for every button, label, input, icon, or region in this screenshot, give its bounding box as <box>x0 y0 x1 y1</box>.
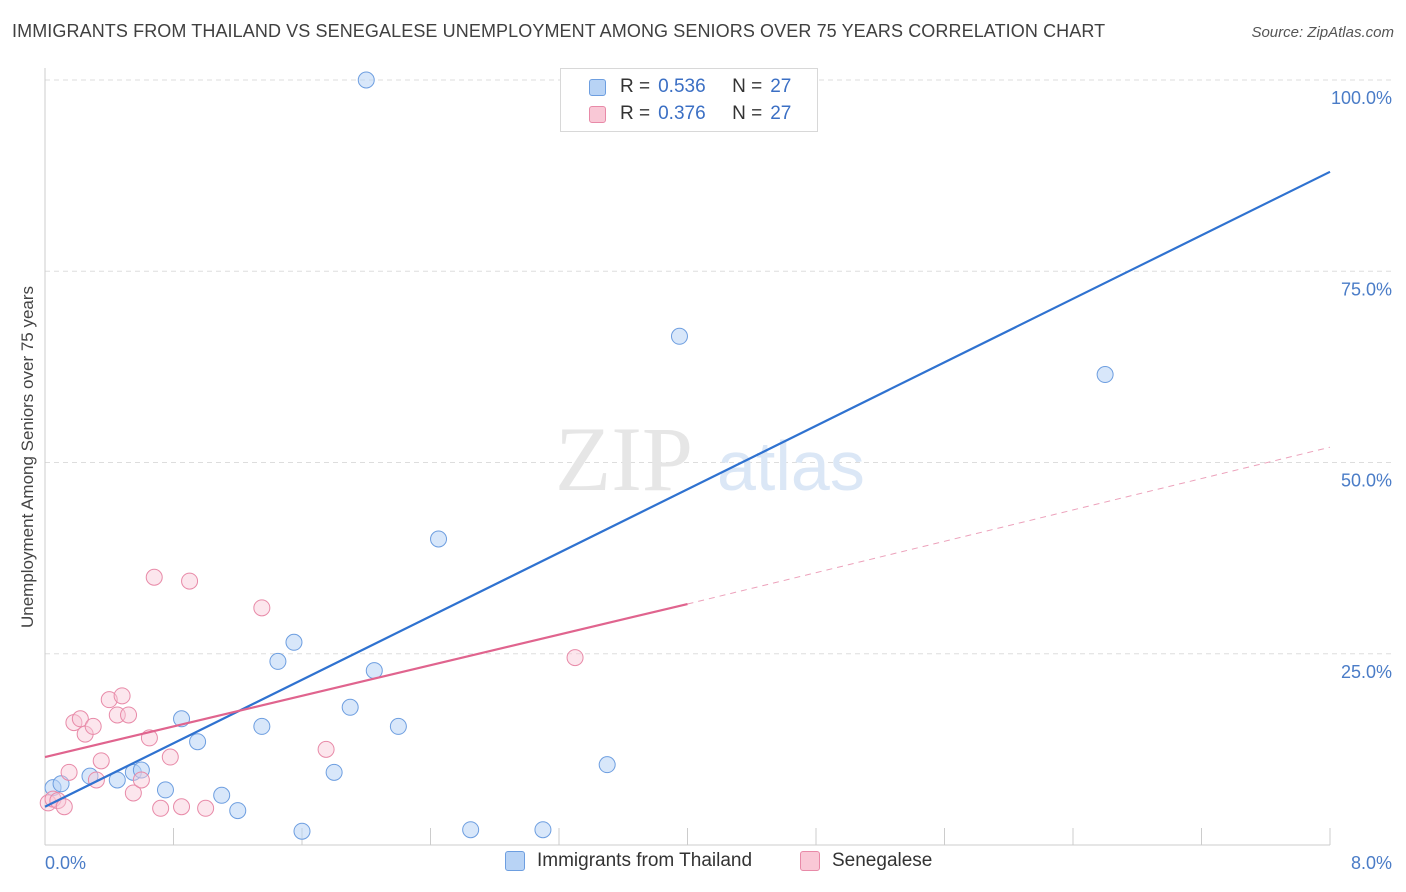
trend-line-senegalese <box>44 602 688 759</box>
point-senegalese <box>317 740 335 758</box>
legend-row-thailand: R = 0.536 N = 27 <box>561 74 791 100</box>
point-thailand <box>670 327 688 345</box>
point-thailand <box>430 530 448 548</box>
point-senegalese <box>173 798 191 816</box>
legend-item-senegalese[interactable]: Senegalese <box>800 850 932 872</box>
legend-item-thailand[interactable]: Immigrants from Thailand <box>505 850 752 872</box>
point-thailand <box>132 761 150 779</box>
point-senegalese <box>152 799 170 817</box>
watermark-atlas: atlas <box>717 427 865 505</box>
point-senegalese <box>120 706 138 724</box>
legend-n-label: N = <box>732 103 763 124</box>
legend-r-label: R = <box>620 103 651 124</box>
y-tick-label: 50.0% <box>1341 471 1392 491</box>
y-tick-labels: 25.0% 50.0% 75.0% 100.0% <box>1331 88 1392 682</box>
axes <box>44 68 1331 846</box>
chart-title: IMMIGRANTS FROM THAILAND VS SENEGALESE U… <box>12 21 1106 41</box>
point-thailand <box>341 698 359 716</box>
point-senegalese <box>181 572 199 590</box>
legend-r-value-senegalese: 0.376 <box>658 103 706 124</box>
point-senegalese <box>124 784 142 802</box>
point-thailand <box>213 786 231 804</box>
point-senegalese <box>566 649 584 667</box>
point-thailand <box>534 821 552 839</box>
legend-r-value-thailand: 0.536 <box>658 76 706 97</box>
point-thailand <box>325 763 343 781</box>
x-tick-labels: 0.0% 8.0% <box>45 853 1392 873</box>
legend-label-senegalese: Senegalese <box>832 850 933 871</box>
point-thailand <box>389 717 407 735</box>
trend-lines <box>44 170 1331 808</box>
point-senegalese <box>60 763 78 781</box>
trend-line-senegalese-extension <box>687 446 1331 605</box>
point-thailand <box>462 821 480 839</box>
point-senegalese <box>87 771 105 789</box>
x-tick-label-end: 8.0% <box>1351 853 1392 873</box>
point-thailand <box>269 652 287 670</box>
legend-label-thailand: Immigrants from Thailand <box>537 850 753 871</box>
point-senegalese <box>253 599 271 617</box>
point-senegalese <box>84 717 102 735</box>
point-thailand <box>1096 366 1114 384</box>
point-thailand <box>253 717 271 735</box>
legend-swatch-senegalese <box>589 105 606 123</box>
point-senegalese <box>145 568 163 586</box>
legend-n-value-senegalese: 27 <box>770 103 792 124</box>
point-thailand <box>598 756 616 774</box>
legend-swatch-thailand <box>589 78 606 96</box>
point-senegalese <box>55 798 73 816</box>
legend-swatch-thailand <box>505 851 525 871</box>
legend-n-label: N = <box>732 76 763 97</box>
point-senegalese <box>100 691 118 709</box>
point-thailand <box>156 781 174 799</box>
point-senegalese <box>92 752 110 770</box>
point-senegalese <box>197 799 215 817</box>
point-thailand <box>229 802 247 820</box>
legend-r-label: R = <box>620 76 651 97</box>
point-senegalese <box>161 748 179 766</box>
point-thailand <box>285 633 303 651</box>
grid <box>45 79 1392 655</box>
point-thailand <box>189 733 207 751</box>
correlation-legend: R = 0.536 N = 27 R = 0.376 N = 27 <box>560 68 818 132</box>
y-tick-label: 100.0% <box>1331 88 1392 108</box>
point-senegalese <box>113 687 131 705</box>
trend-line-thailand <box>44 170 1331 808</box>
y-axis-label: Unemployment Among Seniors over 75 years <box>18 286 37 628</box>
watermark-zip: ZIP <box>555 408 693 510</box>
series-legend: Immigrants from Thailand Senegalese <box>0 850 1406 878</box>
y-tick-label: 25.0% <box>1341 662 1392 682</box>
x-tick-label-start: 0.0% <box>45 853 86 873</box>
legend-swatch-senegalese <box>800 851 820 871</box>
point-thailand <box>293 822 311 840</box>
legend-n-value-thailand: 27 <box>770 76 792 97</box>
point-senegalese <box>71 710 89 728</box>
y-tick-label: 75.0% <box>1341 279 1392 299</box>
point-senegalese <box>132 771 150 789</box>
point-thailand <box>357 71 375 89</box>
source-label: Source: ZipAtlas.com <box>1251 24 1394 41</box>
watermark: ZIP atlas <box>555 408 865 510</box>
legend-row-senegalese: R = 0.376 N = 27 <box>561 101 791 127</box>
